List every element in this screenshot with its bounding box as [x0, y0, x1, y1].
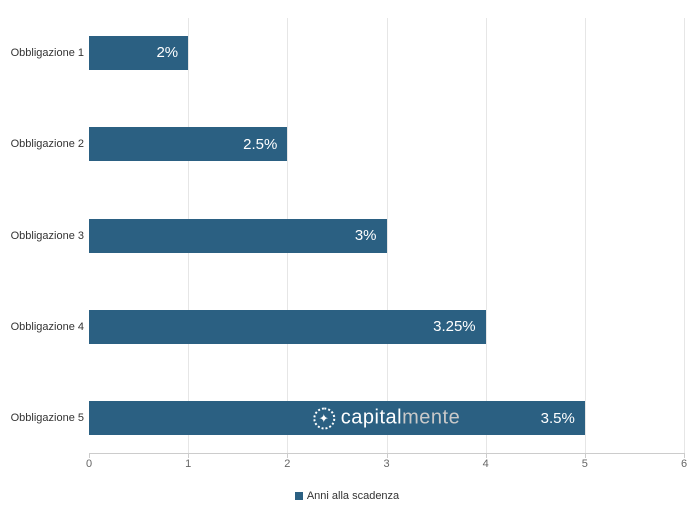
x-tick-label: 6: [681, 458, 687, 470]
bar-row: 3%: [89, 219, 684, 253]
x-tick-label: 5: [582, 458, 588, 470]
y-axis-label: Obbligazione 5: [0, 412, 84, 424]
x-tick-label: 2: [284, 458, 290, 470]
bar: 3.5%: [89, 401, 585, 435]
legend: Anni alla scadenza: [0, 490, 694, 502]
bar-value-label: 2.5%: [243, 136, 277, 153]
bar-row: 3.25%: [89, 310, 684, 344]
plot-area: 2% 2.5% 3% 3.25% 3.5%✦capitalmente: [89, 18, 684, 453]
bar: 3%: [89, 219, 387, 253]
x-tick-label: 3: [383, 458, 389, 470]
x-tick-label: 4: [483, 458, 489, 470]
x-tick-label: 1: [185, 458, 191, 470]
y-axis-label: Obbligazione 1: [0, 47, 84, 59]
x-tick-label: 0: [86, 458, 92, 470]
y-axis-label: Obbligazione 2: [0, 138, 84, 150]
y-axis-label: Obbligazione 4: [0, 321, 84, 333]
bar-row: 2.5%: [89, 127, 684, 161]
bar-row: 3.5%✦capitalmente: [89, 401, 684, 435]
bar-row: 2%: [89, 36, 684, 70]
bar: 3.25%: [89, 310, 486, 344]
bar-value-label: 3.25%: [433, 318, 476, 335]
bar: 2.5%: [89, 127, 287, 161]
bar-value-label: 2%: [156, 44, 178, 61]
bar-value-label: 3.5%: [541, 410, 575, 427]
bar-value-label: 3%: [355, 227, 377, 244]
legend-swatch: [295, 492, 303, 500]
legend-text: Anni alla scadenza: [307, 490, 399, 502]
y-axis-label: Obbligazione 3: [0, 230, 84, 242]
bar: 2%: [89, 36, 188, 70]
bond-maturity-chart: 2% 2.5% 3% 3.25% 3.5%✦capitalmente Anni alla…: [0, 0, 694, 511]
grid-line: [684, 18, 685, 453]
